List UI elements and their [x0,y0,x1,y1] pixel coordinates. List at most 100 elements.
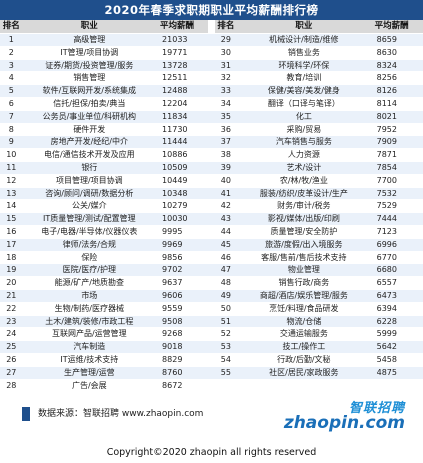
column-gap [208,302,215,316]
source-text: 数据来源：智联招聘 www.zhaopin.com [38,409,204,419]
rank-cell: 12 [0,174,23,188]
job-cell: 软件/互联网开发/系统集成 [22,84,157,98]
table-row: 12 项目管理/项目协调 10449 40 农/林/牧/渔业 7700 [0,174,423,188]
salary-cell: 8829 [156,353,209,367]
column-gap [208,46,215,60]
rank-cell: 35 [214,110,238,124]
job-cell: 客服/售前/售后技术支持 [237,251,371,265]
table-row: 25 汽车制造 9018 53 技工/操作工 5642 [0,340,423,354]
job-cell: 人力资源 [237,148,371,162]
rank-cell: 6 [0,97,23,111]
salary-cell: 7123 [370,225,423,239]
table-row: 28 广告/会展 8672 [0,379,423,393]
salary-cell: 7909 [370,135,423,150]
rank-cell: 27 [0,366,23,380]
rank-cell: 8 [0,123,23,137]
table-row: 16 电子/电器/半导体/仪器仪表 9995 44 质量管理/安全防护 7123 [0,225,423,239]
rank-cell: 11 [0,161,23,175]
rank-cell: 31 [214,59,238,73]
job-cell: 证券/期货/投资管理/服务 [22,59,157,73]
salary-cell: 7529 [370,199,423,214]
rank-cell: 19 [0,263,23,278]
job-cell: 汽车制造 [22,340,157,354]
rank-cell: 46 [214,251,238,265]
salary-cell: 9508 [156,315,209,329]
salary-cell: 6680 [370,263,423,278]
rank-cell: 3 [0,59,23,73]
column-gap [208,340,215,354]
job-cell: 环境科学/环保 [237,59,371,73]
footer: 数据来源：智联招聘 www.zhaopin.com 智联招聘 zhaopin.c… [0,395,423,440]
salary-cell: 7532 [370,187,423,201]
column-gap [208,20,215,34]
job-cell: 交通运输服务 [237,327,371,342]
salary-cell: 6473 [370,289,423,303]
table-row: 20 能源/矿产/地质勘查 9637 48 销售行政/商务 6557 [0,276,423,290]
rank-cell: 10 [0,148,23,162]
job-cell: 艺术/设计 [237,161,371,175]
column-gap [208,187,215,201]
rank-cell: 14 [0,199,23,214]
column-gap [208,327,215,342]
job-cell: 质量管理/安全防护 [237,225,371,239]
job-cell: 市场 [22,289,157,303]
rank-cell: 47 [214,263,238,278]
job-cell: 保险 [22,251,157,265]
rank-cell: 37 [214,135,238,150]
salary-cell: 9559 [156,302,209,316]
salary-ranking-table: 排名 职业 平均薪酬 排名 职业 平均薪酬 1 高级管理 21033 29 机械设计/制… [0,20,423,393]
rank-cell: 55 [214,366,238,380]
header-salary: 平均薪酬 [156,20,209,34]
table-row: 6 信托/担保/拍卖/典当 12204 34 翻译（口译与笔译） 8114 [0,97,423,111]
rank-cell: 18 [0,251,23,265]
salary-cell: 8760 [156,366,209,380]
header-rank: 排名 [214,20,238,34]
column-gap [208,225,215,239]
job-cell: 房地产开发/经纪/中介 [22,135,157,150]
salary-cell: 7952 [370,123,423,137]
job-cell: 高级管理 [22,33,157,47]
column-gap [208,59,215,73]
salary-cell: 10030 [156,212,209,226]
logo-cn: 智联招聘 [348,401,405,416]
rank-cell: 1 [0,33,23,47]
salary-cell: 5642 [370,340,423,354]
salary-cell: 21033 [156,33,209,47]
table-row: 19 医院/医疗/护理 9702 47 物业管理 6680 [0,263,423,278]
rank-cell: 26 [0,353,23,367]
header-job: 职业 [237,20,371,34]
salary-cell: 6557 [370,276,423,290]
job-cell: 广告/会展 [22,379,157,393]
salary-cell: 9606 [156,289,209,303]
column-gap [208,199,215,214]
salary-cell: 9856 [156,251,209,265]
table-row: 23 土木/建筑/装修/市政工程 9508 51 物流/仓储 6228 [0,315,423,329]
column-gap [208,366,215,380]
job-cell: 生产管理/运营 [22,366,157,380]
rank-cell: 30 [214,46,238,60]
rank-cell: 23 [0,315,23,329]
zhaopin-logo: 智联招聘 zhaopin.com [284,395,409,439]
salary-cell: 7700 [370,174,423,188]
table-row: 18 保险 9856 46 客服/售前/售后技术支持 6770 [0,251,423,265]
table-row: 1 高级管理 21033 29 机械设计/制造/维修 8659 [0,33,423,47]
column-gap [208,97,215,111]
job-cell: 烹饪/料理/食品研发 [237,302,371,316]
job-cell: 生物/制药/医疗器械 [22,302,157,316]
table-row: 2 IT管理/项目协调 19771 30 销售业务 8630 [0,46,423,60]
salary-cell: 11730 [156,123,209,137]
salary-cell: 8256 [370,71,423,86]
column-gap [208,110,215,124]
job-cell: 旅游/度假/出入境服务 [237,238,371,252]
table-row: 24 互联网产品/运营管理 9268 52 交通运输服务 5999 [0,327,423,342]
rank-cell: 7 [0,110,23,124]
rank-cell: 24 [0,327,23,342]
rank-cell: 43 [214,212,238,226]
header-salary: 平均薪酬 [370,20,423,34]
column-gap [208,71,215,86]
rank-cell: 39 [214,161,238,175]
rank-cell: 49 [214,289,238,303]
job-cell: IT管理/项目协调 [22,46,157,60]
rank-cell: 53 [214,340,238,354]
rank-cell: 22 [0,302,23,316]
